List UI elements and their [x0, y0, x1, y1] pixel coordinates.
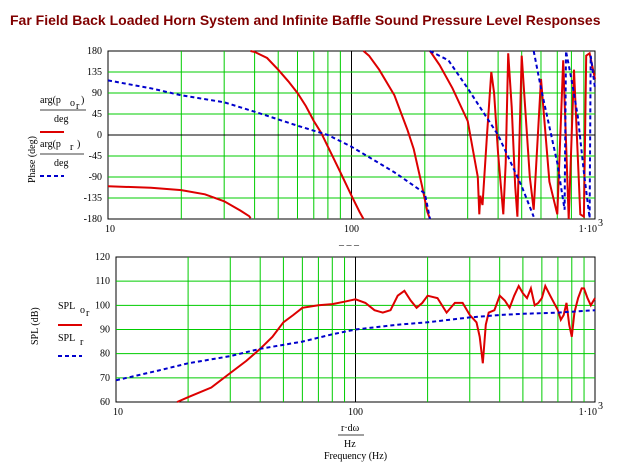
phase-ylabel: Phase (deg)	[27, 136, 38, 183]
spl-x-ticks: 10 100 1·103	[113, 401, 603, 418]
series-line-red	[107, 50, 596, 220]
x-tick-exponent: 3	[598, 218, 603, 229]
phase-legend-red-sub: o	[70, 98, 75, 109]
y-tick-label: 0	[97, 130, 102, 141]
y-tick-label: 80	[100, 349, 110, 360]
x-tick-label: 100	[348, 407, 363, 418]
y-tick-label: -90	[89, 172, 102, 183]
y-tick-label: 135	[87, 67, 102, 78]
y-tick-label: 180	[87, 46, 102, 57]
phase-legend-red-num: arg(p	[40, 95, 61, 106]
phase-y-ticks: 180 135 90 45 0 -45 -90 -135 -180	[84, 46, 102, 225]
y-tick-label: 70	[100, 373, 110, 384]
chart-title: Far Field Back Loaded Horn System and In…	[10, 12, 601, 28]
spl-y-ticks: 120 110 100 90 80 70 60	[95, 252, 110, 408]
y-tick-label: -180	[84, 214, 102, 225]
spl-xlabel: Frequency (Hz)	[324, 451, 387, 462]
spl-xlabel-num: r·dω	[341, 423, 360, 434]
spl-legend-blue: SPL r	[58, 333, 84, 357]
spl-xlabel-den: Hz	[344, 439, 356, 450]
spl-legend-blue-label: SPL	[58, 333, 75, 344]
y-tick-label: 90	[92, 88, 102, 99]
phase-legend-blue: arg(p r ) deg	[40, 139, 84, 177]
spl-grid	[116, 257, 595, 402]
x-tick-label: 1·10	[579, 224, 597, 235]
x-tick-label: 10	[113, 407, 123, 418]
spl-legend-blue-sub: r	[80, 337, 84, 348]
phase-legend-blue-num: arg(p	[40, 139, 61, 150]
spl-plot: 120 110 100 90 80 70 60 10 100 1·103 SPL (dB) SP…	[30, 252, 603, 462]
x-tick-label: 1·10	[579, 407, 597, 418]
spl-legend-red-label: SPL	[58, 301, 75, 312]
y-tick-label: 90	[100, 325, 110, 336]
y-tick-label: 100	[95, 300, 110, 311]
phase-plot: 180 135 90 45 0 -45 -90 -135 -180 10 100 1·103 _ _…	[27, 46, 603, 247]
phase-legend-blue-den: deg	[54, 158, 68, 169]
y-tick-label: 60	[100, 397, 110, 408]
x-tick-label: 10	[105, 224, 115, 235]
phase-legend-blue-sub: r	[70, 142, 74, 153]
phase-legend-red-subsub: r	[76, 101, 80, 112]
x-tick-exponent: 3	[598, 401, 603, 412]
spl-legend-red: SPL o r	[58, 301, 90, 326]
spl-legend-red-subsub: r	[86, 308, 90, 319]
phase-legend-blue-close: )	[77, 139, 80, 150]
phase-legend-red-close: )	[81, 95, 84, 106]
phase-x-ticks: 10 100 1·103	[105, 218, 603, 235]
phase-series	[107, 50, 596, 220]
phase-legend-red-den: deg	[54, 114, 68, 125]
series-line-red	[176, 283, 596, 403]
phase-x-cutoff: _ _ _	[338, 236, 360, 247]
y-tick-label: 120	[95, 252, 110, 263]
y-tick-label: 110	[95, 276, 110, 287]
phase-legend-red: arg(p o r ) deg	[40, 95, 86, 133]
phase-grid	[108, 51, 595, 219]
spl-legend-red-sub: o	[80, 305, 85, 316]
spl-ylabel: SPL (dB)	[30, 307, 41, 345]
series-line-blue	[107, 50, 596, 220]
spl-series	[115, 283, 596, 403]
x-tick-label: 100	[344, 224, 359, 235]
y-tick-label: -135	[84, 193, 102, 204]
y-tick-label: 45	[92, 109, 102, 120]
y-tick-label: -45	[89, 151, 102, 162]
